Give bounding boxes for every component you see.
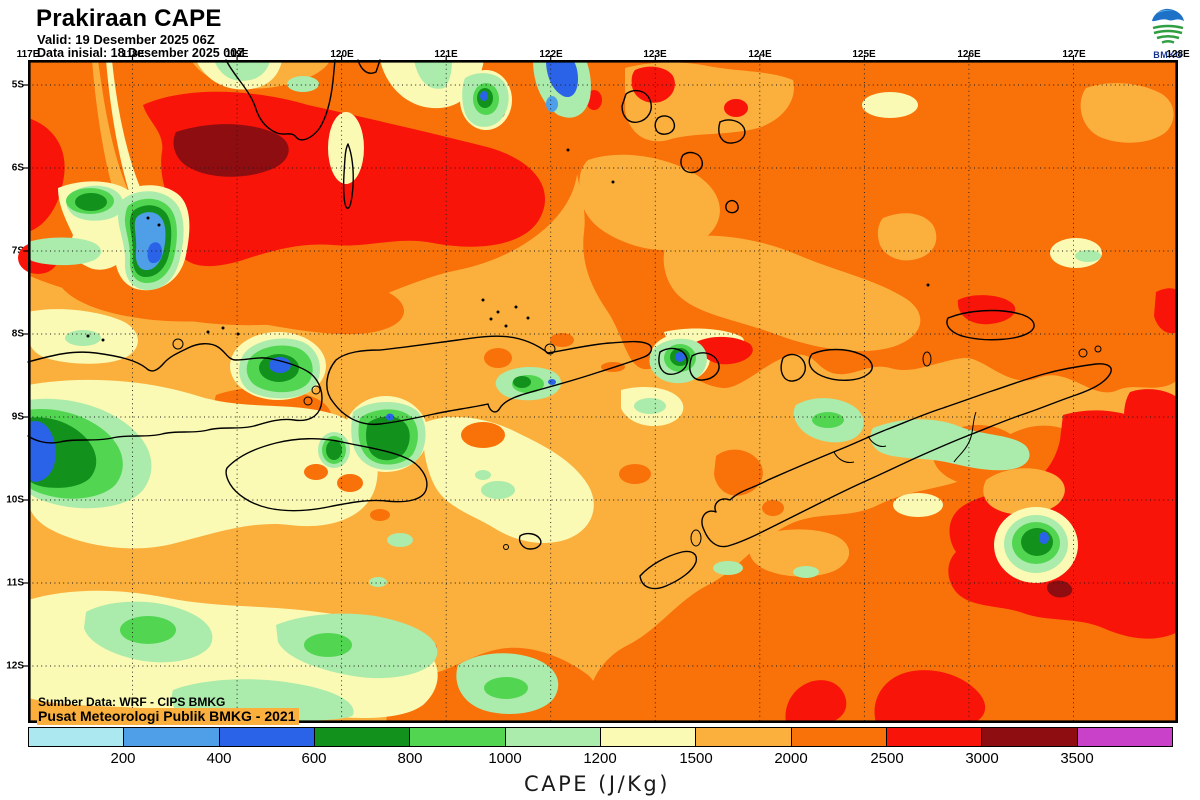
lat-label: 11S [6, 577, 24, 589]
lat-label: 10S [6, 494, 24, 506]
degree-ticks [23, 55, 1075, 667]
lat-label: 7S [11, 245, 24, 257]
legend-color-swatch [696, 728, 792, 746]
lon-label: 121E [434, 49, 458, 60]
init-time-label: Data inisial: 18 Desember 2025 00Z [37, 46, 245, 60]
page-title: Prakiraan CAPE [36, 5, 222, 32]
legend-title: CAPE (J/Kg) [524, 772, 670, 796]
lon-label: 126E [957, 49, 981, 60]
legend-tick-label: 1500 [679, 750, 713, 767]
bmkg-logo-label: BMKG [1153, 50, 1183, 60]
legend-color-swatch [886, 728, 983, 746]
cape-color-legend [28, 727, 1173, 747]
legend-tick-label: 600 [301, 750, 327, 767]
lon-label: 124E [748, 49, 772, 60]
legend-color-swatch [219, 728, 315, 746]
legend-tick-label: 1200 [583, 750, 617, 767]
coastlines [27, 59, 1112, 590]
lon-label: 125E [852, 49, 876, 60]
legend-color-swatch [982, 728, 1078, 746]
legend-color-swatch [1077, 728, 1172, 746]
map-border [23, 55, 1179, 724]
lat-label: 12S [6, 660, 24, 672]
legend-color-swatch [410, 728, 506, 746]
lon-label: 120E [330, 49, 354, 60]
legend-color-swatch [505, 728, 601, 746]
lon-label: 117E [16, 49, 40, 60]
island-specks [86, 148, 930, 342]
legend-tick-label: 3500 [1060, 750, 1094, 767]
lat-label: 5S [11, 79, 24, 91]
legend-tick-label: 1000 [488, 750, 522, 767]
bmkg-logo-icon [1149, 6, 1187, 44]
legend-tick-label: 800 [397, 750, 423, 767]
legend-tick-label: 3000 [965, 750, 999, 767]
graticule-gridlines [28, 60, 1178, 723]
bmkg-logo: BMKG [1146, 5, 1190, 60]
legend-tick-label: 200 [110, 750, 136, 767]
source-data-line: Sumber Data: WRF - CIPS BMKG [38, 695, 226, 709]
lat-label: 8S [11, 328, 24, 340]
valid-time-label: Valid: 19 Desember 2025 06Z [37, 32, 215, 47]
legend-color-swatch [314, 728, 411, 746]
credit-line: Pusat Meteorologi Publik BMKG - 2021 [37, 708, 299, 725]
lon-label: 118E [121, 49, 145, 60]
legend-tick-label: 2500 [870, 750, 904, 767]
legend-color-swatch [600, 728, 697, 746]
contour-field [18, 60, 1178, 723]
lon-label: 119E [225, 49, 249, 60]
cape-map-canvas [18, 55, 1179, 724]
lon-label: 127E [1062, 49, 1086, 60]
lat-label: 6S [11, 162, 24, 174]
lon-label: 128E [1166, 49, 1190, 60]
lat-label: 9S [11, 411, 24, 423]
legend-tick-label: 400 [206, 750, 232, 767]
legend-tick-label: 2000 [774, 750, 808, 767]
lon-label: 122E [539, 49, 563, 60]
legend-color-swatch [124, 728, 220, 746]
legend-color-swatch [791, 728, 887, 746]
lon-label: 123E [643, 49, 667, 60]
legend-color-swatch [29, 728, 125, 746]
